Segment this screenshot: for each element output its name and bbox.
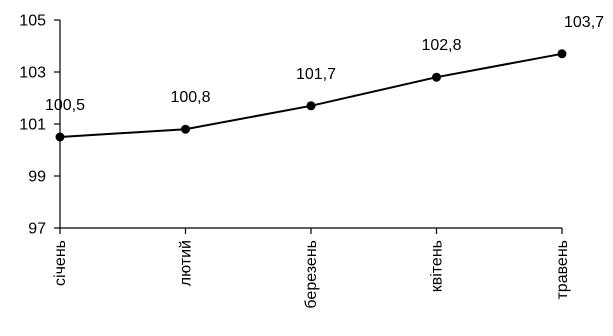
x-axis-ticks: січень лютий березень квітень травень (52, 228, 571, 309)
data-label: 102,8 (421, 37, 461, 54)
x-tick-label: травень (554, 240, 571, 300)
x-tick-label: січень (52, 240, 69, 286)
data-points (55, 49, 567, 142)
y-tick-label: 105 (19, 13, 46, 30)
y-tick-label: 97 (28, 221, 46, 238)
data-point (432, 72, 441, 82)
data-point (181, 124, 190, 134)
data-point (55, 132, 65, 142)
x-tick-label: березень (303, 240, 320, 309)
y-tick-label: 101 (19, 117, 46, 134)
data-label: 100,5 (45, 97, 85, 114)
x-tick-label: квітень (429, 240, 446, 292)
data-label: 103,7 (564, 14, 604, 31)
data-point (306, 101, 316, 111)
y-tick-label: 103 (19, 65, 46, 82)
data-point (557, 49, 567, 59)
data-label: 100,8 (170, 89, 210, 106)
data-label: 101,7 (296, 66, 336, 83)
y-axis-ticks: 97 99 101 103 105 (19, 13, 60, 238)
y-tick-label: 99 (28, 169, 46, 186)
data-labels: 100,5 100,8 101,7 102,8 103,7 (45, 14, 604, 114)
x-tick-label: лютий (178, 240, 195, 286)
